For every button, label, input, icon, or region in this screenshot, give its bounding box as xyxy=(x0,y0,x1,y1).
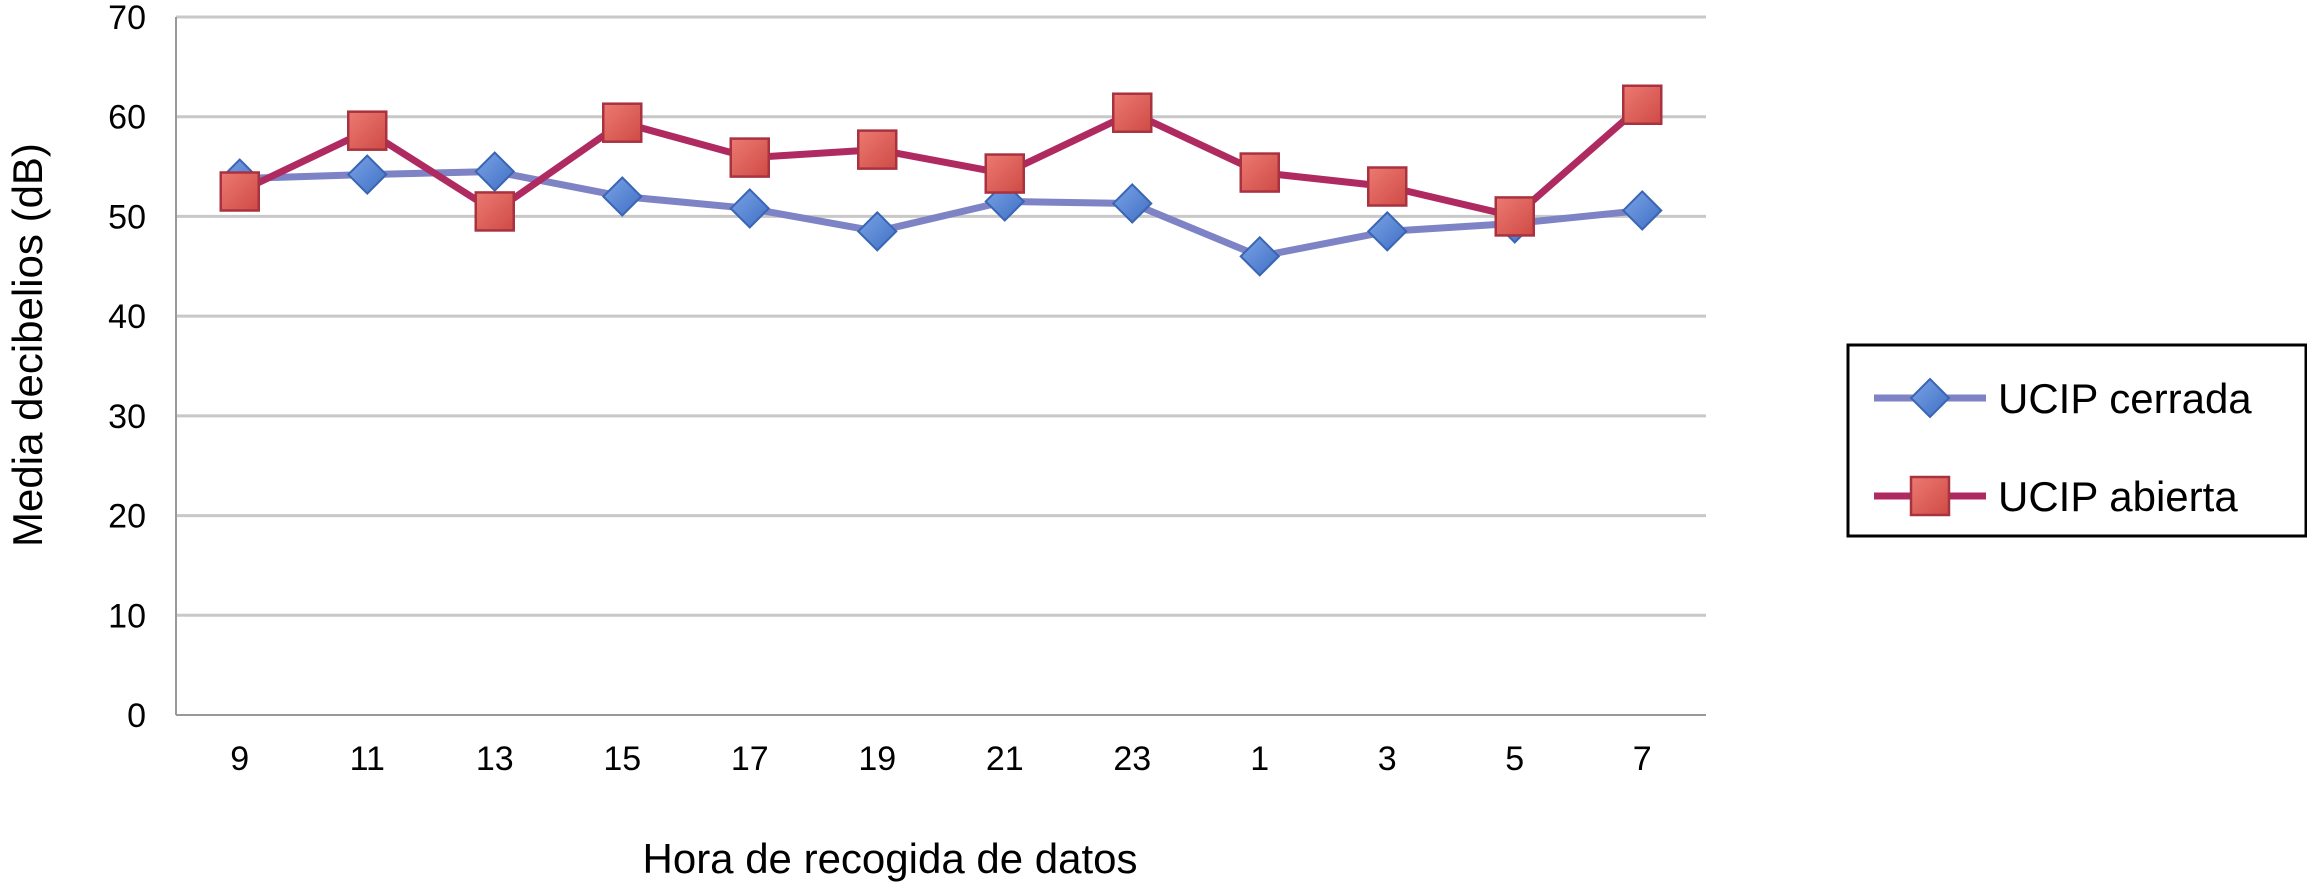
data-point xyxy=(1621,190,1663,231)
x-tick-label: 15 xyxy=(603,740,641,778)
data-point xyxy=(1112,92,1153,133)
x-tick-label: 13 xyxy=(476,740,514,778)
y-tick-label: 20 xyxy=(108,498,146,536)
data-point xyxy=(729,188,771,229)
legend-swatch-marker xyxy=(1909,475,1951,517)
data-point xyxy=(474,151,516,192)
y-tick-label: 60 xyxy=(108,99,146,137)
series-1 xyxy=(219,84,1663,237)
y-tick-label: 30 xyxy=(108,398,146,436)
x-tick-labels: 9 11 13 15 17 19 21 23 1 3 5 7 xyxy=(230,740,1651,778)
y-tick-label: 70 xyxy=(108,0,146,37)
legend-label: UCIP cerrada xyxy=(1998,375,2252,422)
legend-swatch-marker xyxy=(1909,377,1951,419)
data-point xyxy=(1622,84,1663,125)
data-point xyxy=(1494,196,1535,237)
data-point xyxy=(219,171,260,212)
data-point xyxy=(856,210,898,252)
x-tick-label: 17 xyxy=(731,740,769,778)
y-tick-labels: 0 10 20 30 40 50 60 70 xyxy=(108,0,146,735)
x-tick-label: 21 xyxy=(986,740,1024,778)
legend: UCIP cerrada UCIP abierta xyxy=(1846,343,2307,538)
data-point xyxy=(602,102,643,143)
data-point xyxy=(1239,235,1281,277)
data-point xyxy=(729,137,770,178)
legend-label: UCIP abierta xyxy=(1998,473,2238,520)
x-tick-label: 7 xyxy=(1633,740,1652,778)
x-tick-label: 5 xyxy=(1505,740,1524,778)
x-tick-label: 11 xyxy=(350,740,385,778)
gridlines xyxy=(176,15,1706,617)
data-point xyxy=(1367,166,1408,207)
series-line xyxy=(236,168,1646,260)
data-point xyxy=(474,191,515,232)
series-line xyxy=(236,101,1646,220)
y-tick-label: 40 xyxy=(108,298,146,336)
x-tick-label: 9 xyxy=(230,740,249,778)
axes xyxy=(175,17,1706,716)
data-point xyxy=(1111,183,1153,224)
legend-item: UCIP abierta xyxy=(1874,473,2238,520)
data-point xyxy=(1366,210,1408,252)
data-point xyxy=(346,154,388,195)
data-point xyxy=(601,176,643,217)
y-tick-label: 50 xyxy=(108,198,146,236)
x-tick-label: 1 xyxy=(1250,740,1269,778)
legend-item: UCIP cerrada xyxy=(1874,375,2252,422)
x-tick-label: 19 xyxy=(858,740,896,778)
data-point xyxy=(857,129,898,170)
x-tick-label: 23 xyxy=(1113,740,1151,778)
y-tick-label: 0 xyxy=(127,697,146,735)
y-axis-title: Media decibelios (dB) xyxy=(4,143,51,547)
data-point xyxy=(984,153,1025,194)
x-tick-label: 3 xyxy=(1378,740,1397,778)
series-layer xyxy=(219,84,1663,277)
x-axis-title: Hora de recogida de datos xyxy=(643,835,1138,882)
data-point xyxy=(347,110,388,151)
data-point xyxy=(1239,152,1280,193)
y-tick-label: 10 xyxy=(108,597,146,635)
